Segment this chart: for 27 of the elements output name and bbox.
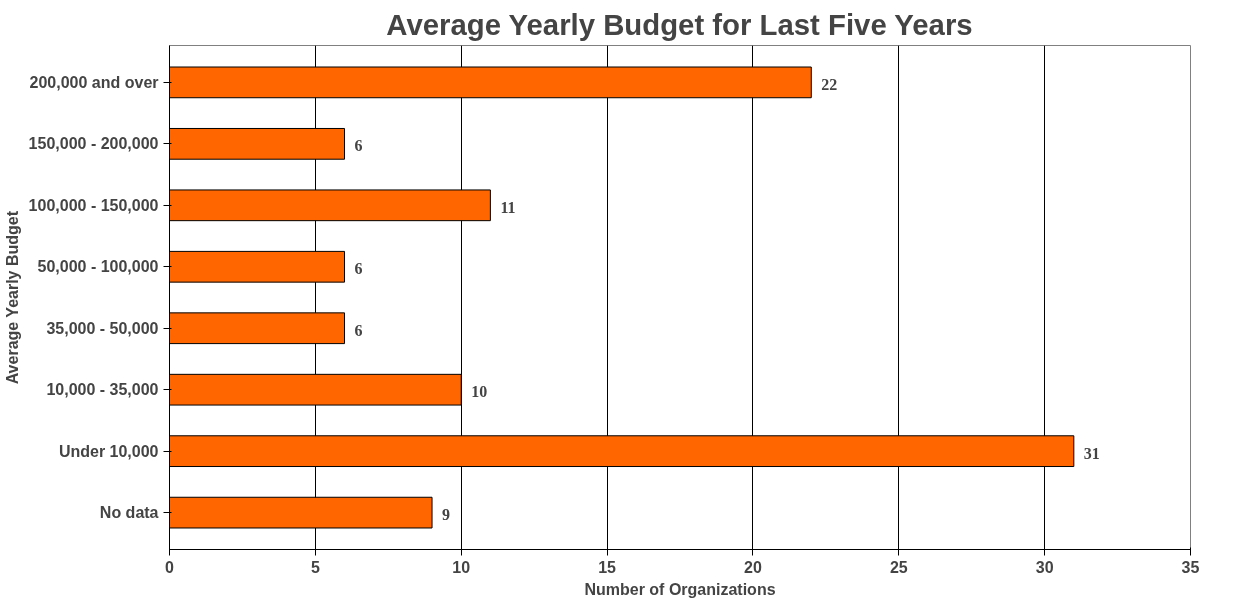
chart-title: Average Yearly Budget for Last Five Years	[386, 7, 973, 41]
y-tick-label: 35,000 - 50,000	[46, 319, 159, 337]
data-label: 6	[354, 260, 363, 278]
data-label: 9	[442, 506, 451, 524]
data-label: 6	[354, 321, 363, 339]
x-tick-label: 35	[1181, 558, 1200, 576]
x-tick-label: 15	[598, 558, 617, 576]
data-label: 6	[354, 137, 363, 155]
y-tick-label: 150,000 - 200,000	[28, 135, 159, 153]
data-label: 11	[500, 198, 516, 216]
x-axis-title: Number of Organizations	[584, 580, 776, 598]
x-tick-label: 10	[452, 558, 471, 576]
data-label: 10	[471, 383, 488, 401]
x-tick-label: 20	[744, 558, 762, 576]
x-tick-label: 0	[165, 558, 175, 576]
y-tick-label: No data	[99, 504, 159, 522]
y-tick-label: 200,000 and over	[29, 73, 159, 91]
x-tick-label: 5	[310, 558, 320, 576]
y-tick-label: 10,000 - 35,000	[46, 381, 159, 399]
x-tick-label: 25	[889, 558, 908, 576]
data-label: 31	[1083, 444, 1100, 462]
y-tick-label: Under 10,000	[58, 442, 159, 460]
data-label: 22	[821, 75, 838, 93]
x-tick-label: 30	[1035, 558, 1054, 576]
y-tick-label: 100,000 - 150,000	[28, 196, 159, 214]
y-tick-label: 50,000 - 100,000	[37, 258, 159, 276]
y-axis-title: Average Yearly Budget	[3, 210, 21, 385]
